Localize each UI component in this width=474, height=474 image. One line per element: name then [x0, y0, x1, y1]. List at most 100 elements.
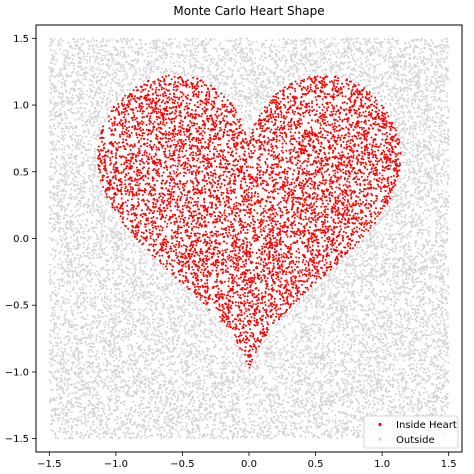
outside-point — [307, 388, 310, 391]
outside-point — [196, 379, 198, 382]
outside-point — [446, 133, 449, 136]
outside-point — [92, 256, 95, 259]
outside-point — [349, 46, 352, 49]
outside-point — [157, 354, 159, 357]
outside-point — [97, 384, 100, 387]
outside-point — [221, 78, 224, 81]
outside-point — [364, 359, 367, 361]
outside-point — [90, 156, 93, 159]
outside-point — [427, 367, 430, 370]
outside-point — [437, 193, 439, 196]
outside-point — [190, 335, 193, 338]
outside-point — [202, 351, 205, 354]
outside-point — [419, 198, 422, 201]
outside-point — [141, 273, 144, 276]
outside-point — [223, 83, 225, 86]
outside-point — [173, 37, 176, 40]
outside-point — [88, 44, 91, 47]
outside-point — [362, 356, 364, 359]
outside-point — [305, 425, 308, 428]
outside-point — [415, 45, 418, 48]
outside-point — [58, 123, 61, 126]
outside-point — [156, 316, 159, 319]
outside-point — [385, 395, 388, 398]
outside-point — [61, 143, 64, 146]
outside-point — [331, 340, 333, 343]
outside-point — [248, 396, 251, 399]
outside-point — [245, 424, 248, 427]
outside-point — [220, 419, 223, 422]
outside-point — [110, 304, 113, 307]
outside-point — [446, 37, 449, 40]
outside-point — [412, 140, 415, 143]
outside-point — [385, 325, 388, 328]
outside-point — [393, 114, 396, 117]
outside-point — [386, 280, 388, 283]
outside-point — [74, 47, 77, 50]
outside-point — [387, 38, 390, 40]
outside-point — [117, 305, 120, 308]
outside-point — [75, 79, 78, 82]
outside-point — [406, 234, 409, 236]
outside-point — [416, 251, 419, 254]
outside-point — [421, 255, 424, 258]
outside-point — [302, 430, 305, 433]
outside-point — [91, 302, 94, 305]
outside-point — [96, 256, 99, 259]
outside-point — [310, 407, 313, 410]
outside-point — [213, 84, 216, 87]
outside-point — [258, 410, 261, 413]
outside-point — [100, 89, 103, 92]
outside-point — [378, 313, 381, 316]
outside-point — [395, 266, 398, 269]
outside-point — [345, 353, 348, 356]
outside-point — [82, 288, 85, 291]
outside-point — [73, 247, 76, 250]
outside-point — [192, 385, 194, 388]
outside-point — [438, 143, 441, 146]
outside-point — [90, 271, 93, 274]
outside-point — [268, 433, 271, 436]
outside-point — [414, 270, 417, 273]
outside-point — [359, 66, 362, 69]
outside-point — [49, 333, 52, 336]
outside-point — [57, 317, 60, 320]
outside-point — [103, 220, 105, 223]
outside-point — [353, 59, 356, 62]
outside-point — [72, 288, 75, 291]
outside-point — [422, 371, 425, 374]
outside-point — [170, 52, 173, 55]
outside-point — [276, 322, 279, 325]
outside-point — [319, 65, 322, 68]
outside-point — [424, 193, 427, 196]
outside-point — [52, 344, 55, 347]
outside-point — [67, 298, 70, 301]
outside-point — [220, 406, 223, 409]
outside-point — [403, 235, 406, 238]
outside-point — [443, 205, 446, 208]
outside-point — [132, 432, 135, 435]
outside-point — [344, 394, 347, 397]
outside-point — [239, 55, 242, 58]
outside-point — [438, 209, 440, 212]
outside-point — [68, 127, 71, 130]
outside-point — [145, 353, 148, 356]
outside-point — [194, 45, 197, 48]
outside-point — [402, 224, 405, 227]
outside-point — [59, 337, 62, 340]
outside-point — [131, 78, 134, 81]
outside-point — [331, 409, 334, 412]
outside-point — [67, 421, 70, 424]
outside-point — [81, 433, 84, 436]
outside-point — [387, 328, 390, 331]
outside-point — [416, 82, 418, 85]
outside-point — [411, 404, 414, 407]
outside-point — [427, 208, 430, 211]
outside-point — [57, 387, 60, 390]
outside-point — [252, 93, 254, 96]
outside-point — [56, 336, 59, 339]
outside-point — [355, 390, 357, 393]
outside-point — [117, 320, 120, 323]
outside-point — [380, 263, 383, 266]
outside-point — [346, 287, 349, 290]
